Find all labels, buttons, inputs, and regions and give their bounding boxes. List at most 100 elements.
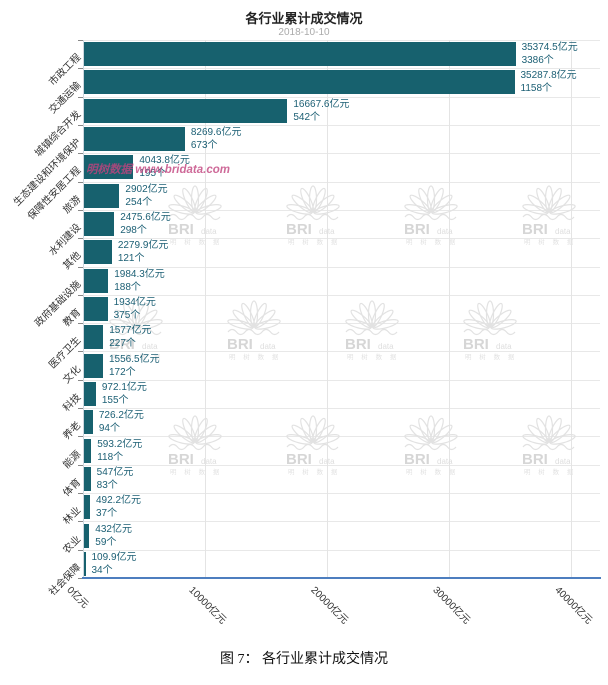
bar[interactable] <box>84 495 90 520</box>
y-axis-tick <box>78 181 83 183</box>
bar[interactable] <box>84 70 515 95</box>
bar[interactable] <box>84 297 108 321</box>
bridata-logo-cn-text: 明 树 数 据 <box>288 467 340 476</box>
leaf-rosette-icon <box>286 185 340 221</box>
bar[interactable] <box>84 551 86 576</box>
bridata-logo-text: BRI <box>286 221 312 238</box>
bar-amount-text: 2902亿元 <box>125 183 168 195</box>
category-label: 科技 <box>61 391 84 414</box>
bridata-logo-cn-text: 明 树 数 据 <box>406 467 458 476</box>
y-axis-tick <box>78 521 83 523</box>
bar-value-label: 492.2亿元 37个 <box>96 494 141 520</box>
bar-count-text: 254个 <box>125 196 153 208</box>
gridline-horizontal <box>83 238 600 240</box>
gridline-vertical <box>205 40 206 578</box>
category-label: 体育 <box>61 476 84 499</box>
bar-count-text: 172个 <box>108 366 136 378</box>
bar-count-text: 3386个 <box>521 55 554 67</box>
leaf-rosette-icon <box>168 185 222 221</box>
bar-value-label: 2279.9亿元 121个 <box>118 239 169 265</box>
bar-amount-text: 109.9亿元 <box>91 551 137 563</box>
bar[interactable] <box>84 98 288 123</box>
bar[interactable] <box>84 381 96 406</box>
bridata-logo-text: BRI <box>404 221 430 238</box>
x-axis-line <box>82 577 601 579</box>
bar-value-label: 1556.5亿元 172个 <box>109 353 160 379</box>
bar[interactable] <box>84 353 103 378</box>
chart-subtitle: 2018-10-10 <box>278 27 330 38</box>
bar[interactable] <box>84 42 516 67</box>
gridline-horizontal <box>83 379 600 381</box>
bridata-watermark: BRI data 明 树 数 据 <box>273 413 353 477</box>
bar-count-text: 298个 <box>120 225 147 237</box>
figure-caption: 图 7： 各行业累计成交情况 <box>220 652 388 667</box>
x-axis-tick-label: 10000亿元 <box>186 584 228 627</box>
bridata-logo-cn-text: 明 树 数 据 <box>170 467 222 476</box>
bar-count-text: 37个 <box>96 508 118 520</box>
bar[interactable] <box>84 523 90 548</box>
bar[interactable] <box>84 183 120 208</box>
bridata-logo-cn-text: 明 树 数 据 <box>347 352 399 361</box>
bridata-logo-text: BRI <box>168 221 194 238</box>
y-axis-tick <box>78 294 83 296</box>
gridline-vertical <box>449 40 450 578</box>
gridline-horizontal <box>83 96 600 98</box>
gridline-horizontal <box>83 68 600 70</box>
bar-count-text: 59个 <box>95 536 117 548</box>
bar-value-label: 8269.6亿元 673个 <box>191 126 242 152</box>
bridata-logo-cn-text: 明 树 数 据 <box>465 352 517 361</box>
bar-value-label: 35374.5亿元 3386个 <box>522 41 578 67</box>
bar[interactable] <box>84 410 93 435</box>
y-axis-tick <box>78 578 83 579</box>
gridline-horizontal <box>83 153 600 155</box>
bar[interactable] <box>84 325 104 350</box>
bridata-logo-icon: BRI data 明 树 数 据 <box>522 415 576 476</box>
bar-value-label: 109.9亿元 34个 <box>92 551 137 577</box>
bar-count-text: 34个 <box>91 564 113 576</box>
bar-amount-text: 35287.8亿元 <box>520 70 577 82</box>
category-label: 能源 <box>61 448 84 471</box>
bar-count-text: 195个 <box>139 168 167 180</box>
bar-count-text: 83个 <box>96 479 118 491</box>
bar[interactable] <box>84 240 112 265</box>
bar-value-label: 1984.3亿元 188个 <box>114 268 165 294</box>
category-label: 养老 <box>61 420 84 443</box>
x-axis-tick-label: 20000亿元 <box>308 584 350 627</box>
x-axis-tick-label: 30000亿元 <box>430 584 472 627</box>
bridata-logo-subtext: data <box>378 342 394 351</box>
bar[interactable] <box>84 212 115 237</box>
bar-value-label: 2475.6亿元 298个 <box>120 211 171 237</box>
gridline-horizontal <box>83 209 600 211</box>
category-label: 旅游 <box>61 193 84 216</box>
bar[interactable] <box>84 155 134 180</box>
bar-amount-text: 1984.3亿元 <box>114 268 165 280</box>
bridata-logo-icon: BRI data 明 树 数 据 <box>404 415 458 476</box>
bar-count-text: 94个 <box>98 423 120 435</box>
bridata-logo-subtext: data <box>201 227 217 236</box>
y-axis-tick <box>78 436 83 438</box>
bar[interactable] <box>84 127 185 152</box>
bar-amount-text: 35374.5亿元 <box>521 42 578 54</box>
category-label: 文化 <box>61 363 84 386</box>
gridline-horizontal <box>83 493 600 495</box>
category-label: 林业 <box>61 505 84 528</box>
bar-chart: 各行业累计成交情况 2018-10-10 BRI data 明 树 数 据 <box>12 11 601 627</box>
gridline-horizontal <box>83 351 600 353</box>
bar[interactable] <box>84 466 91 491</box>
bridata-url-watermark: 明树数据 www.bridata.com <box>86 164 230 176</box>
bridata-logo-subtext: data <box>496 342 512 351</box>
bar-value-label: 972.1亿元 155个 <box>102 381 147 407</box>
bridata-watermark: BRI data 明 树 数 据 <box>509 413 589 477</box>
bridata-logo-subtext: data <box>555 227 571 236</box>
bar-value-label: 1577亿元 227个 <box>109 324 151 350</box>
bar-amount-text: 593.2亿元 <box>97 438 143 450</box>
bar[interactable] <box>84 268 109 293</box>
y-axis-tick <box>78 379 83 381</box>
leaf-rosette-icon <box>286 415 340 451</box>
bridata-logo-cn-text: 明 树 数 据 <box>524 467 576 476</box>
y-axis-tick <box>78 153 83 155</box>
bar[interactable] <box>84 438 92 463</box>
gridline-vertical <box>327 40 328 578</box>
bar-amount-text: 16667.6亿元 <box>293 98 350 110</box>
gridline-horizontal <box>83 436 600 438</box>
